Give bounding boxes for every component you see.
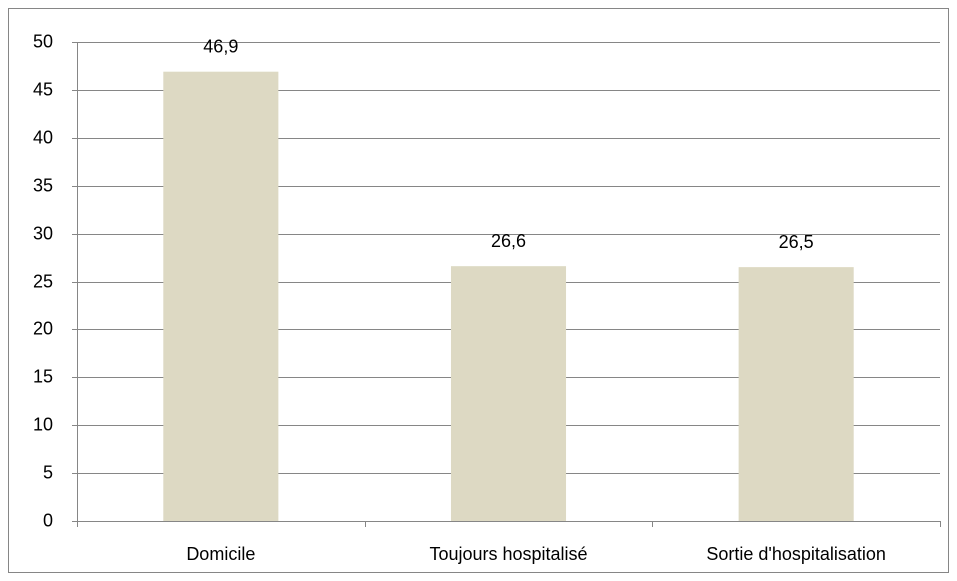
value-label: 26,5 [779,232,814,252]
y-tick-label: 10 [33,414,53,434]
y-tick-label: 35 [33,175,53,195]
value-label: 46,9 [203,36,238,56]
y-tick-label: 40 [33,127,53,147]
x-tick-label: Toujours hospitalisé [429,544,587,564]
y-tick-label: 45 [33,79,53,99]
bar [738,267,854,521]
bar [450,266,567,521]
bar [163,71,279,521]
y-tick-label: 50 [33,31,53,51]
x-tick-label: Sortie d'hospitalisation [706,544,886,564]
y-tick-label: 20 [33,318,53,338]
y-tick-label: 30 [33,223,53,243]
y-tick-label: 15 [33,366,53,386]
y-tick-label: 5 [43,462,53,482]
y-tick-label: 25 [33,271,53,291]
value-label: 26,6 [491,231,526,251]
x-tick-label: Domicile [186,544,255,564]
y-tick-label: 0 [43,510,53,530]
